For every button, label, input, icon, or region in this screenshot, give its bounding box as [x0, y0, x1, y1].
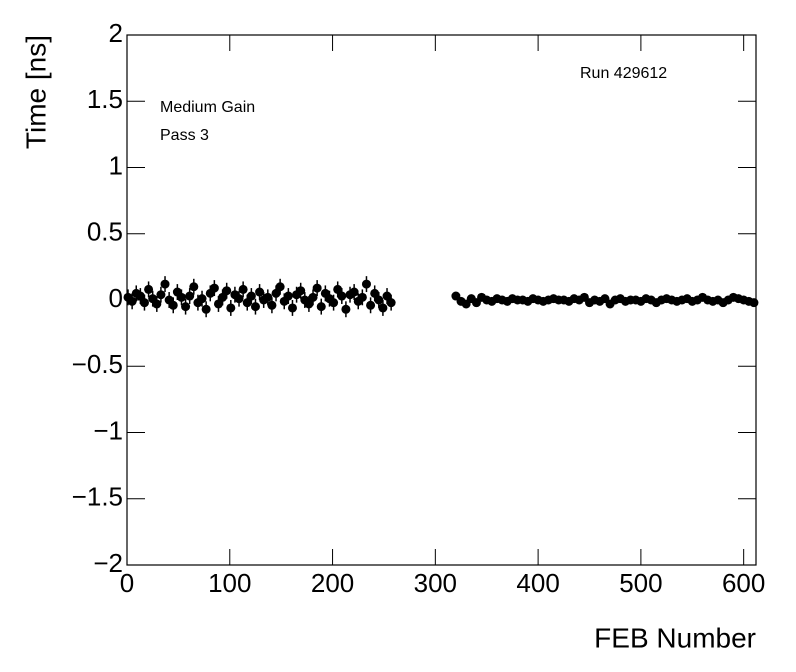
data-point — [213, 299, 223, 309]
data-point — [349, 287, 359, 297]
data-point — [329, 298, 339, 308]
data-point — [304, 299, 314, 309]
data-point — [160, 279, 170, 289]
data-point — [296, 286, 306, 296]
x-tick-label: 600 — [722, 568, 765, 598]
data-point — [287, 303, 297, 313]
data-point — [152, 299, 162, 309]
data-point — [185, 291, 195, 301]
y-tick-label: −0.5 — [72, 349, 123, 379]
data-point — [242, 298, 252, 308]
data-point — [341, 304, 351, 314]
y-tick-label: −1 — [93, 415, 123, 445]
data-point — [222, 286, 232, 296]
y-tick-label: −2 — [93, 548, 123, 578]
y-tick-label: −1.5 — [72, 482, 123, 512]
data-point — [144, 284, 154, 294]
data-point — [366, 300, 376, 310]
data-point — [234, 294, 244, 304]
data-point — [374, 295, 384, 305]
data-point — [139, 298, 149, 308]
data-point — [209, 283, 219, 293]
data-point — [168, 300, 178, 310]
y-tick-label: 0 — [109, 283, 123, 313]
y-axis-title: Time [ns] — [20, 35, 51, 149]
data-point — [275, 282, 285, 292]
data-point — [135, 291, 145, 301]
data-point — [333, 284, 343, 294]
data-point — [386, 298, 396, 308]
x-tick-label: 500 — [619, 568, 662, 598]
data-point — [370, 288, 380, 298]
data-point — [181, 302, 191, 312]
data-point — [246, 291, 256, 301]
x-tick-label: 400 — [516, 568, 559, 598]
data-point — [267, 300, 277, 310]
x-tick-label: 300 — [414, 568, 457, 598]
data-point — [271, 288, 281, 298]
data-point — [361, 279, 371, 289]
data-point — [201, 304, 211, 314]
data-point — [156, 290, 166, 300]
x-tick-label: 100 — [208, 568, 251, 598]
data-point — [749, 298, 759, 308]
data-point — [312, 283, 322, 293]
y-tick-label: 0.5 — [87, 217, 123, 247]
pass-label: Pass 3 — [160, 127, 209, 144]
data-point — [263, 292, 273, 302]
data-point — [337, 291, 347, 301]
x-tick-label: 200 — [311, 568, 354, 598]
data-point — [176, 292, 186, 302]
data-point — [308, 292, 318, 302]
data-point — [127, 296, 137, 306]
data-point — [226, 303, 236, 313]
data-point — [189, 282, 199, 292]
data-point — [255, 287, 265, 297]
gain-label: Medium Gain — [160, 99, 255, 116]
data-point — [382, 291, 392, 301]
y-tick-label: 1.5 — [87, 84, 123, 114]
data-point — [378, 303, 388, 313]
y-tick-label: 2 — [109, 18, 123, 48]
x-tick-label: 0 — [120, 568, 134, 598]
data-point — [218, 292, 228, 302]
x-axis-title: FEB Number — [594, 622, 756, 653]
data-point — [250, 302, 260, 312]
data-point — [238, 284, 248, 294]
data-point — [316, 302, 326, 312]
y-tick-label: 1 — [109, 150, 123, 180]
data-point — [283, 291, 293, 301]
data-point — [357, 292, 367, 302]
run-label: Run 429612 — [580, 65, 667, 82]
data-point — [197, 294, 207, 304]
